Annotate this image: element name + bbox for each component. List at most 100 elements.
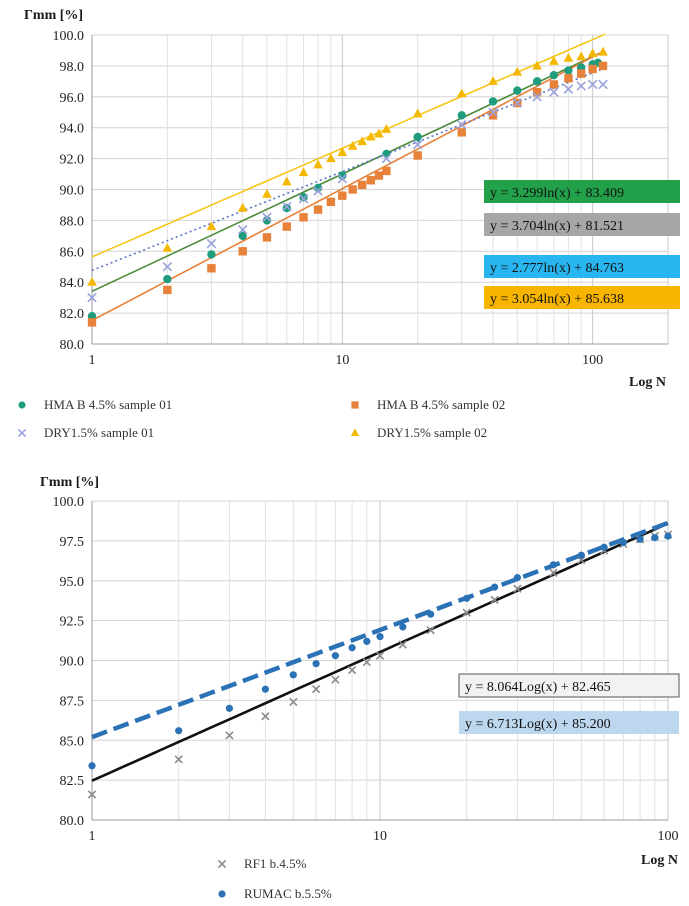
y-tick-label: 88.0 xyxy=(60,214,85,229)
data-point xyxy=(374,128,384,138)
legend: HMA B 4.5% sample 01 HMA B 4.5% sample 02… xyxy=(17,397,505,440)
data-point xyxy=(598,46,608,56)
gridlines xyxy=(91,500,669,821)
data-point xyxy=(347,140,358,150)
data-point xyxy=(598,61,608,71)
y-tick-label: 94.0 xyxy=(60,122,85,137)
data-point xyxy=(366,131,376,141)
data-point xyxy=(549,70,559,80)
data-point xyxy=(162,242,173,252)
y-tick-label: 84.0 xyxy=(60,276,85,291)
data-point xyxy=(587,79,598,90)
data-point xyxy=(549,561,557,569)
data-point xyxy=(281,176,292,186)
y-tick-label: 80.0 xyxy=(60,338,85,353)
data-point xyxy=(225,731,234,740)
data-point xyxy=(299,213,308,222)
data-point xyxy=(362,657,371,667)
data-point xyxy=(282,201,292,212)
data-point xyxy=(331,652,339,660)
y-tick-label: 97.5 xyxy=(60,535,85,550)
data-point xyxy=(513,584,522,593)
data-point xyxy=(532,87,542,97)
data-point xyxy=(532,77,542,86)
x-tick-label: 1 xyxy=(89,829,96,844)
data-point xyxy=(348,185,357,194)
data-point xyxy=(88,762,96,770)
legend-marker xyxy=(17,428,27,438)
data-points xyxy=(87,46,608,327)
y-tick-label: 95.0 xyxy=(60,575,85,590)
data-point xyxy=(262,233,272,242)
data-point xyxy=(87,318,97,327)
data-point xyxy=(238,231,247,241)
data-point xyxy=(163,274,172,284)
data-point xyxy=(282,203,291,213)
y-tick-label: 90.0 xyxy=(60,184,85,199)
data-point xyxy=(577,551,585,559)
data-point xyxy=(488,76,498,85)
data-point xyxy=(174,755,183,764)
data-point xyxy=(298,167,309,177)
data-point xyxy=(563,84,574,94)
data-point xyxy=(619,538,627,547)
data-point xyxy=(427,610,435,618)
legend: RF1 b.4.5% RUMAC b.5.5% xyxy=(217,856,332,901)
y-tick-label: 82.5 xyxy=(60,774,85,789)
data-point xyxy=(549,56,559,65)
data-point xyxy=(163,285,172,295)
tick-labels: 80.0 82.0 84.0 86.0 88.0 90.0 92.0 94.0 96.0 98.0… xyxy=(53,29,604,368)
data-point xyxy=(588,64,597,74)
data-point xyxy=(399,623,407,631)
legend-marker xyxy=(217,859,227,869)
x-tick-label: 100 xyxy=(658,829,679,844)
legend-marker xyxy=(218,890,226,898)
equation-label: y = 8.064Log(x) + 82.465 xyxy=(465,680,611,695)
y-tick-label: 98.0 xyxy=(60,60,85,75)
data-point xyxy=(549,568,558,577)
equation-label: y = 2.777ln(x) + 84.763 xyxy=(490,261,624,276)
data-point xyxy=(576,69,586,78)
data-point xyxy=(513,86,522,95)
trendline xyxy=(91,522,669,782)
data-point xyxy=(600,543,608,551)
data-point xyxy=(331,675,340,684)
x-axis-title: Log N xyxy=(629,375,666,390)
data-point xyxy=(381,153,392,164)
data-point xyxy=(207,264,216,273)
data-point xyxy=(382,149,391,159)
data-point xyxy=(298,194,309,204)
data-point xyxy=(398,640,407,649)
data-point xyxy=(381,123,392,133)
y-tick-label: 92.0 xyxy=(60,153,85,168)
data-point xyxy=(664,532,672,540)
data-point xyxy=(261,712,270,721)
y-tick-label: 85.0 xyxy=(60,734,85,749)
data-point xyxy=(651,534,659,542)
equation-label: y = 3.299ln(x) + 83.409 xyxy=(490,186,624,201)
y-tick-label: 90.0 xyxy=(60,655,85,670)
data-point xyxy=(338,191,347,200)
y-tick-label: 82.0 xyxy=(60,307,85,322)
y-axis-title: Γmm [%] xyxy=(24,8,83,23)
data-point xyxy=(87,790,97,799)
data-point xyxy=(513,573,522,582)
x-tick-label: 10 xyxy=(373,829,387,844)
legend-label: RF1 b.4.5% xyxy=(244,856,307,871)
y-tick-label: 92.5 xyxy=(60,615,85,630)
equation-box xyxy=(484,213,680,236)
data-point xyxy=(262,188,272,198)
data-point xyxy=(326,197,336,207)
data-point xyxy=(564,74,573,83)
x-axis-title: Log N xyxy=(641,853,678,868)
data-point xyxy=(412,108,423,118)
data-point xyxy=(636,535,644,543)
data-point xyxy=(462,608,471,617)
data-point xyxy=(413,151,422,160)
data-point xyxy=(363,637,371,645)
y-tick-label: 100.0 xyxy=(53,29,85,44)
data-point xyxy=(238,247,247,256)
data-point xyxy=(576,81,586,91)
data-point xyxy=(564,66,573,75)
data-point xyxy=(282,222,291,231)
